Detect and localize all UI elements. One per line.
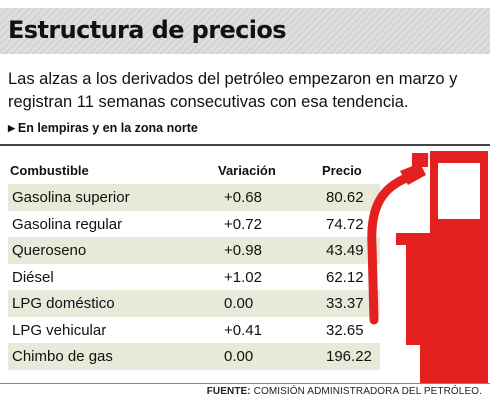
- variation-value: +0.41: [224, 321, 262, 339]
- source-text: COMISIÓN ADMINISTRADORA DEL PETRÓLEO.: [253, 386, 482, 397]
- variation-value: +1.02: [224, 268, 262, 286]
- price-value: 80.62: [326, 189, 364, 206]
- variation-value: +0.68: [224, 189, 262, 206]
- variation-value: +0.72: [224, 215, 262, 233]
- price-value: 196.22: [326, 348, 372, 365]
- table-row: Chimbo de gas 0.00 196.22: [8, 343, 380, 370]
- table-row: Gasolina regular +0.72 74.72: [8, 210, 380, 237]
- fuel-name: LPG vehicular: [12, 321, 107, 339]
- variation-value: +0.98: [224, 242, 262, 259]
- table-row: LPG vehicular +0.41 32.65: [8, 316, 380, 343]
- price-value: 43.49: [326, 242, 364, 259]
- description: Las alzas a los derivados del petróleo e…: [8, 70, 458, 111]
- triangle-bullet-icon: ▶: [8, 123, 15, 133]
- fuel-pump-icon: [367, 151, 488, 383]
- table-row: Gasolina superior +0.68 80.62: [8, 184, 380, 211]
- fuel-name: Diésel: [12, 268, 54, 286]
- variation-value: 0.00: [224, 348, 254, 365]
- source-label: FUENTE:: [206, 386, 251, 397]
- pump-nozzle: [400, 163, 426, 185]
- price-value: 74.72: [326, 215, 364, 233]
- fuel-name: Gasolina regular: [12, 215, 123, 233]
- table-row: Diésel +1.02 62.12: [8, 263, 380, 290]
- pump-display: [438, 163, 480, 219]
- column-header-combustible: Combustible: [10, 163, 89, 178]
- fuel-name: Queroseno: [12, 242, 87, 259]
- price-value: 32.65: [326, 321, 364, 339]
- fuel-name: LPG doméstico: [12, 295, 115, 312]
- title-band: [0, 8, 490, 54]
- pump-nozzle-tip: [412, 153, 428, 167]
- pump-hose: [367, 174, 409, 325]
- pump-connector: [396, 233, 426, 245]
- divider: [0, 144, 490, 146]
- divider-bottom: [0, 383, 490, 384]
- table-row: LPG doméstico 0.00 33.37: [8, 290, 380, 317]
- column-header-precio: Precio: [322, 163, 362, 178]
- price-value: 62.12: [326, 268, 364, 286]
- page-title: Estructura de precios: [8, 16, 287, 44]
- table-body: Gasolina superior +0.68 80.62 Gasolina r…: [8, 184, 380, 370]
- table-header: Combustible Variación Precio: [8, 160, 380, 184]
- unit-note: ▶ En lempiras y en la zona norte: [8, 121, 198, 135]
- source-credit: FUENTE: COMISIÓN ADMINISTRADORA DEL PETR…: [207, 386, 482, 397]
- price-value: 33.37: [326, 295, 364, 312]
- table-row: Queroseno +0.98 43.49: [8, 237, 380, 264]
- column-header-variacion: Variación: [218, 163, 276, 178]
- price-table: Combustible Variación Precio Gasolina su…: [8, 160, 380, 370]
- fuel-name: Chimbo de gas: [12, 348, 113, 365]
- variation-value: 0.00: [224, 295, 254, 312]
- unit-note-text: En lempiras y en la zona norte: [17, 121, 198, 135]
- fuel-name: Gasolina superior: [12, 189, 130, 206]
